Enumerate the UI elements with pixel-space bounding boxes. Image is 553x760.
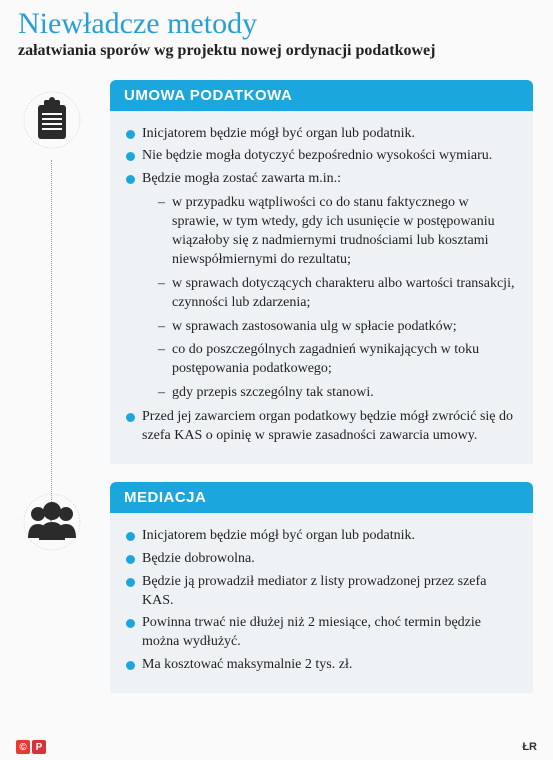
section-body-mediacja: Inicjatorem będzie mógł być organ lub po… xyxy=(110,513,533,693)
clipboard-icon xyxy=(12,80,92,160)
section-body-umowa: Inicjatorem będzie mógł być organ lub po… xyxy=(110,111,533,464)
sub-item: w sprawach dotyczących charakteru albo w… xyxy=(158,275,517,313)
page-header: Niewładcze metody załatwiania sporów wg … xyxy=(0,0,553,70)
sub-item: gdy przepis szczególny tak stanowi. xyxy=(158,384,517,403)
bullet: Inicjatorem będzie mógł być organ lub po… xyxy=(126,125,517,144)
bullet: Będzie ją prowadził mediator z listy pro… xyxy=(126,573,517,611)
logo-p: P xyxy=(32,740,46,754)
bullet: Inicjatorem będzie mógł być organ lub po… xyxy=(126,527,517,546)
section-mediacja: MEDIACJA Inicjatorem będzie mógł być org… xyxy=(0,482,553,693)
sub-item: w przypadku wątpliwości co do stanu fakt… xyxy=(158,194,517,270)
timeline-connector xyxy=(51,160,52,520)
page-subtitle: załatwiania sporów wg projektu nowej ord… xyxy=(18,42,535,60)
section-heading-umowa: UMOWA PODATKOWA xyxy=(110,80,533,111)
bullet: Będzie mogła zostać zawarta m.in.: w prz… xyxy=(126,170,517,403)
bullet: Przed jej zawarciem organ podatkowy będz… xyxy=(126,408,517,446)
bullet: Ma kosztować maksymalnie 2 tys. zł. xyxy=(126,656,517,675)
sub-item: co do poszczególnych zagadnień wynikając… xyxy=(158,341,517,379)
section-heading-mediacja: MEDIACJA xyxy=(110,482,533,513)
section-umowa: UMOWA PODATKOWA Inicjatorem będzie mógł … xyxy=(0,80,553,464)
bullet: Powinna trwać nie dłużej niż 2 miesiące,… xyxy=(126,614,517,652)
sub-item: w sprawach zastosowania ulg w spłacie po… xyxy=(158,318,517,337)
credit: ŁR xyxy=(522,741,537,753)
logo-c: © xyxy=(16,740,30,754)
people-icon xyxy=(12,482,92,562)
bullet: Nie będzie mogła dotyczyć bezpośrednio w… xyxy=(126,147,517,166)
page-title: Niewładcze metody xyxy=(18,8,535,40)
bullet: Będzie dobrowolna. xyxy=(126,550,517,569)
sub-list: w przypadku wątpliwości co do stanu fakt… xyxy=(142,194,517,403)
page-footer: © P ŁR xyxy=(0,740,553,754)
bullet-text: Będzie mogła zostać zawarta m.in.: xyxy=(142,171,341,186)
cp-logo: © P xyxy=(16,740,46,754)
